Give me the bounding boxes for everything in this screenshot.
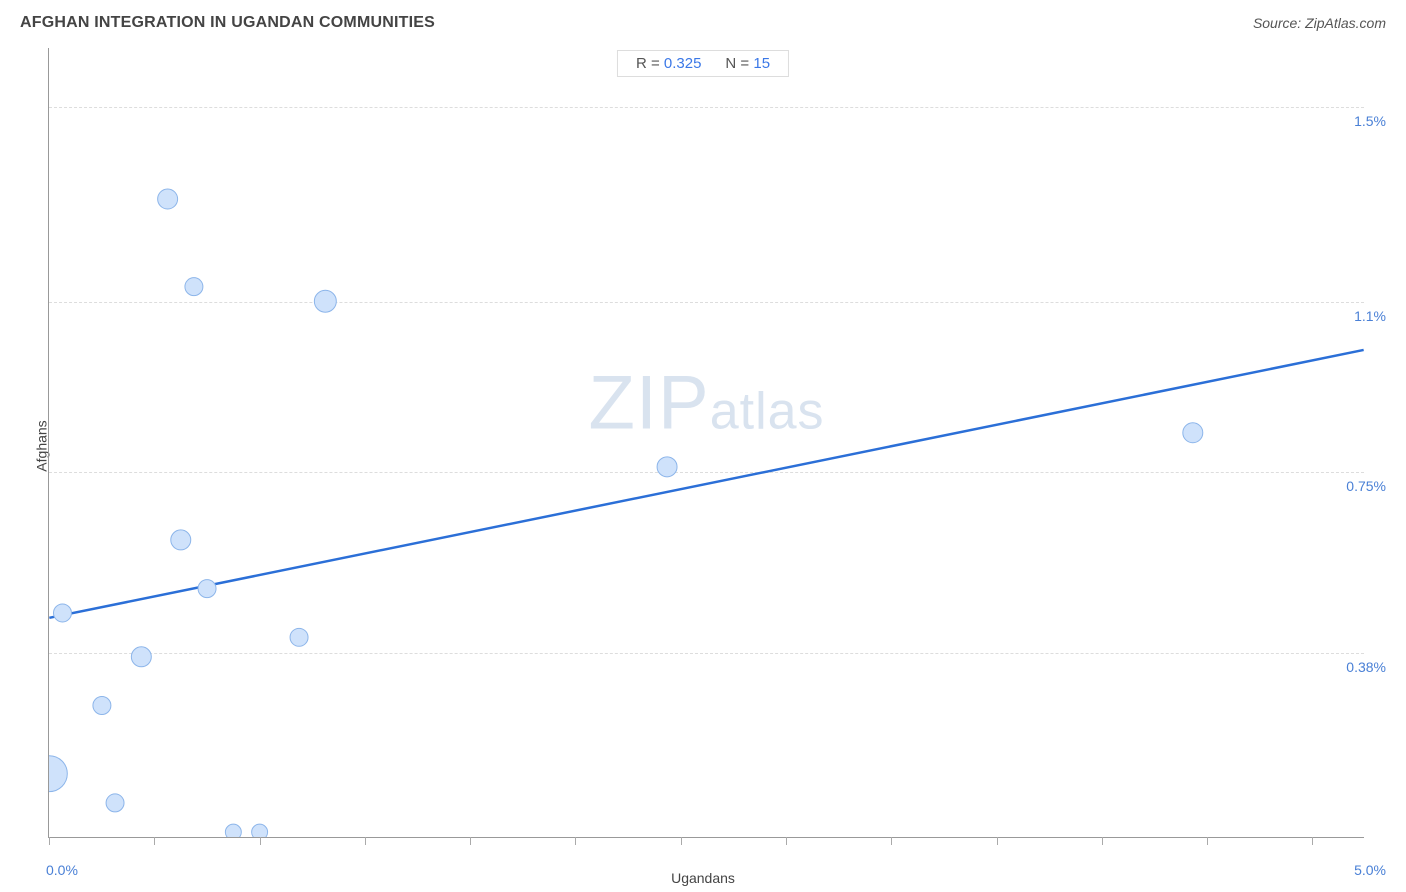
x-tick xyxy=(1102,837,1103,845)
data-point xyxy=(1183,423,1203,443)
x-axis-label: Ugandans xyxy=(671,870,735,886)
plot-area: ZIPatlas xyxy=(48,48,1364,838)
stat-n-value: 15 xyxy=(753,55,770,72)
source-label: Source: ZipAtlas.com xyxy=(1253,15,1386,31)
stat-n-label: N = xyxy=(725,55,749,72)
x-min-label: 0.0% xyxy=(46,862,78,878)
data-point xyxy=(158,189,178,209)
x-max-label: 5.0% xyxy=(1354,862,1386,878)
x-tick xyxy=(997,837,998,845)
stat-r-value: 0.325 xyxy=(664,55,702,72)
data-point xyxy=(314,290,336,312)
data-point xyxy=(171,530,191,550)
x-tick xyxy=(260,837,261,845)
x-tick xyxy=(470,837,471,845)
x-tick xyxy=(681,837,682,845)
x-tick xyxy=(786,837,787,845)
x-tick xyxy=(575,837,576,845)
x-tick xyxy=(1312,837,1313,845)
data-point xyxy=(225,824,241,837)
data-point xyxy=(657,457,677,477)
stats-box: R = 0.325 N = 15 xyxy=(617,50,789,77)
data-point xyxy=(198,580,216,598)
stat-r-label: R = xyxy=(636,55,660,72)
data-point xyxy=(106,794,124,812)
data-point xyxy=(53,604,71,622)
data-point xyxy=(290,628,308,646)
chart-title: AFGHAN INTEGRATION IN UGANDAN COMMUNITIE… xyxy=(20,14,435,32)
header: AFGHAN INTEGRATION IN UGANDAN COMMUNITIE… xyxy=(20,14,1386,32)
trend-line xyxy=(49,350,1363,618)
x-tick xyxy=(365,837,366,845)
data-point xyxy=(49,756,67,792)
chart-svg xyxy=(49,48,1364,837)
stat-r: R = 0.325 xyxy=(636,55,701,72)
data-point xyxy=(131,647,151,667)
data-point xyxy=(252,824,268,837)
stat-n: N = 15 xyxy=(725,55,770,72)
x-tick xyxy=(1207,837,1208,845)
data-point xyxy=(185,278,203,296)
x-tick xyxy=(49,837,50,845)
data-point xyxy=(93,697,111,715)
x-tick xyxy=(154,837,155,845)
x-tick xyxy=(891,837,892,845)
